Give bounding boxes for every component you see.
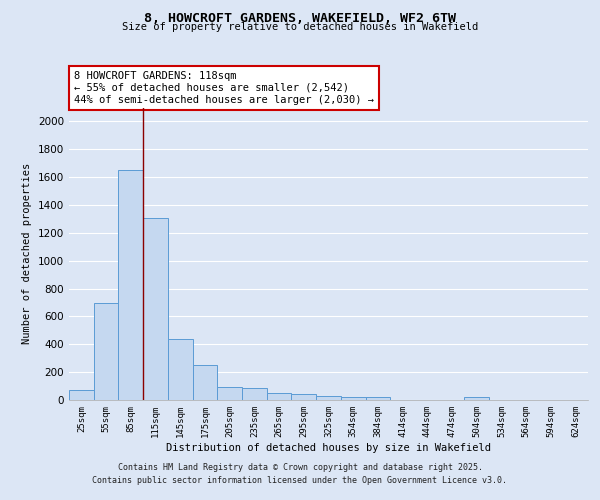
Bar [316, 396, 341, 400]
Bar [292, 394, 316, 400]
Bar [168, 338, 193, 400]
Y-axis label: Number of detached properties: Number of detached properties [22, 163, 32, 344]
Bar [267, 393, 292, 400]
Text: Size of property relative to detached houses in Wakefield: Size of property relative to detached ho… [122, 22, 478, 32]
Bar [464, 397, 489, 400]
Bar [365, 397, 390, 400]
Text: Contains public sector information licensed under the Open Government Licence v3: Contains public sector information licen… [92, 476, 508, 485]
Text: 8 HOWCROFT GARDENS: 118sqm
← 55% of detached houses are smaller (2,542)
44% of s: 8 HOWCROFT GARDENS: 118sqm ← 55% of deta… [74, 72, 374, 104]
X-axis label: Distribution of detached houses by size in Wakefield: Distribution of detached houses by size … [166, 442, 491, 452]
Bar [143, 218, 168, 400]
Bar [341, 396, 365, 400]
Bar [94, 302, 118, 400]
Text: Contains HM Land Registry data © Crown copyright and database right 2025.: Contains HM Land Registry data © Crown c… [118, 464, 482, 472]
Bar [242, 388, 267, 400]
Bar [69, 390, 94, 400]
Bar [193, 365, 217, 400]
Bar [118, 170, 143, 400]
Text: 8, HOWCROFT GARDENS, WAKEFIELD, WF2 6TW: 8, HOWCROFT GARDENS, WAKEFIELD, WF2 6TW [144, 12, 456, 26]
Bar [217, 387, 242, 400]
